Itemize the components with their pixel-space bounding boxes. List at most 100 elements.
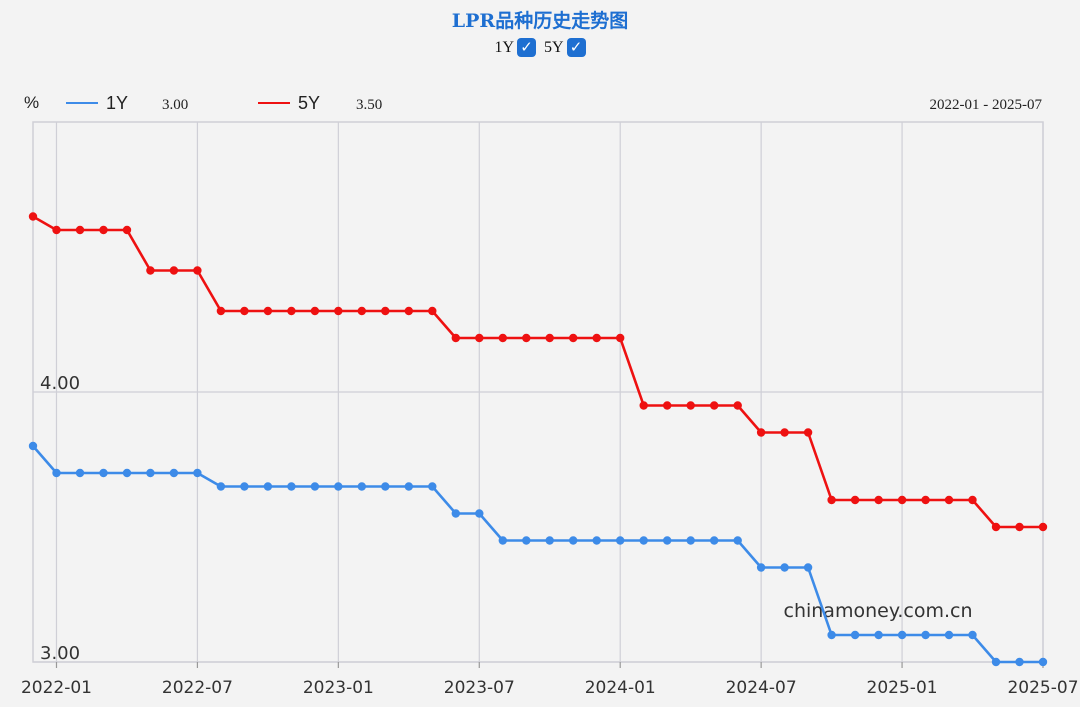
series-1y-point[interactable] [404,482,413,491]
series-1y-point[interactable] [99,468,108,478]
series-1y-point[interactable] [75,468,85,478]
series-5y-point[interactable] [850,495,860,505]
series-1y-point[interactable] [780,563,789,572]
series-1y-point[interactable] [545,536,554,545]
toggle-5y[interactable]: 5Y ✓ [544,38,586,57]
series-1y-point[interactable] [803,563,813,572]
series-5y-point[interactable] [334,306,343,316]
series-5y-point[interactable] [99,225,108,235]
series-5y-point[interactable] [287,306,296,316]
series-1y-point[interactable] [240,482,249,491]
series-1y-point[interactable] [310,482,320,491]
series-5y-line [32,215,1043,529]
series-5y-point[interactable] [146,266,155,275]
series-5y-point[interactable] [122,225,132,235]
series-1y-point[interactable] [827,630,836,640]
series-1y-point[interactable] [28,441,38,451]
legend-5y-value: 3.50 [356,97,382,113]
series-5y-point[interactable] [710,401,719,410]
series-1y-point[interactable] [193,468,202,478]
series-1y-point[interactable] [639,536,648,545]
series-5y-point[interactable] [639,401,648,410]
series-5y-point[interactable] [522,333,531,343]
series-1y-point[interactable] [428,482,437,491]
series-5y-point[interactable] [475,333,484,343]
series-1y-point[interactable] [733,536,742,545]
series-5y-point[interactable] [592,333,601,343]
series-1y-point[interactable] [522,536,531,545]
series-5y-point[interactable] [428,306,437,316]
x-tick-label: 2024-07 [726,678,797,698]
series-1y-point[interactable] [263,482,273,491]
toggle-1y[interactable]: 1Y ✓ [494,38,536,57]
series-5y-point[interactable] [827,495,836,505]
series-5y-point[interactable] [498,333,507,343]
series-5y-point[interactable] [193,266,202,275]
series-5y-point[interactable] [944,495,954,505]
series-1y-point[interactable] [498,536,507,545]
y-axis-ticks: 3.00 4.00 [40,373,80,664]
series-5y-point[interactable] [968,495,977,505]
series-5y-point[interactable] [803,428,813,437]
series-1y-point[interactable] [357,482,366,491]
series-1y-point[interactable] [146,468,155,478]
series-5y-point[interactable] [569,333,578,343]
series-1y-point[interactable] [216,482,226,491]
series-5y-point[interactable] [663,401,672,410]
series-1y-point[interactable] [686,536,695,545]
x-axis-ticks: 2022-01 2022-07 2023-01 2023-07 2024-01 2024-… [21,662,1079,698]
series-5y-point[interactable] [404,306,413,316]
series-5y-point[interactable] [169,266,179,275]
checkbox-checked-icon[interactable]: ✓ [517,38,536,57]
series-1y-point[interactable] [381,482,390,491]
series-5y-point[interactable] [1015,522,1024,532]
series-1y-point[interactable] [287,482,296,491]
series-5y-point[interactable] [545,333,554,343]
legend-5y-name: 5Y [298,93,320,113]
series-1y-point[interactable] [169,468,179,478]
series-1y-point[interactable] [874,630,883,640]
series-5y-point[interactable] [240,306,249,316]
series-5y-point[interactable] [52,225,61,235]
series-1y-point[interactable] [475,509,484,518]
series-5y-point[interactable] [216,306,226,316]
series-1y-point[interactable] [1038,657,1048,667]
series-5y-point[interactable] [756,428,766,437]
series-5y-point[interactable] [263,306,273,316]
series-1y-point[interactable] [1015,657,1024,667]
series-1y-point[interactable] [897,630,907,640]
series-1y-point[interactable] [921,630,930,640]
series-1y-point[interactable] [52,468,61,478]
series-5y-point[interactable] [897,495,907,505]
series-5y-point[interactable] [310,306,320,316]
series-5y-point[interactable] [451,333,460,343]
series-1y-point[interactable] [616,536,625,545]
series-1y-point[interactable] [944,630,954,640]
series-1y-point[interactable] [756,563,766,572]
series-1y-point[interactable] [592,536,601,545]
series-1y-point[interactable] [663,536,672,545]
series-1y-point[interactable] [122,468,132,478]
series-1y-point[interactable] [850,630,860,640]
series-5y-point[interactable] [991,522,1001,532]
checkbox-checked-icon[interactable]: ✓ [566,38,586,57]
series-1y-point[interactable] [710,536,719,545]
series-5y-point[interactable] [921,495,930,505]
series-1y-point[interactable] [451,509,460,518]
series-1y-point[interactable] [991,657,1001,667]
series-5y-point[interactable] [357,306,366,316]
series-5y-point[interactable] [733,401,742,410]
series-5y-point[interactable] [874,495,883,505]
series-5y-point[interactable] [780,428,789,437]
series-1y-point[interactable] [968,630,977,640]
series-5y-point[interactable] [1038,522,1048,532]
series-5y-point[interactable] [616,333,625,343]
watermark-text: chinamoney.com.cn [784,600,973,622]
series-5y-point[interactable] [28,212,38,221]
series-5y-point[interactable] [686,401,695,410]
series-5y-point[interactable] [381,306,390,316]
series-1y-point[interactable] [569,536,578,545]
series-5y-point[interactable] [75,225,85,235]
series-1y-point[interactable] [334,482,343,491]
